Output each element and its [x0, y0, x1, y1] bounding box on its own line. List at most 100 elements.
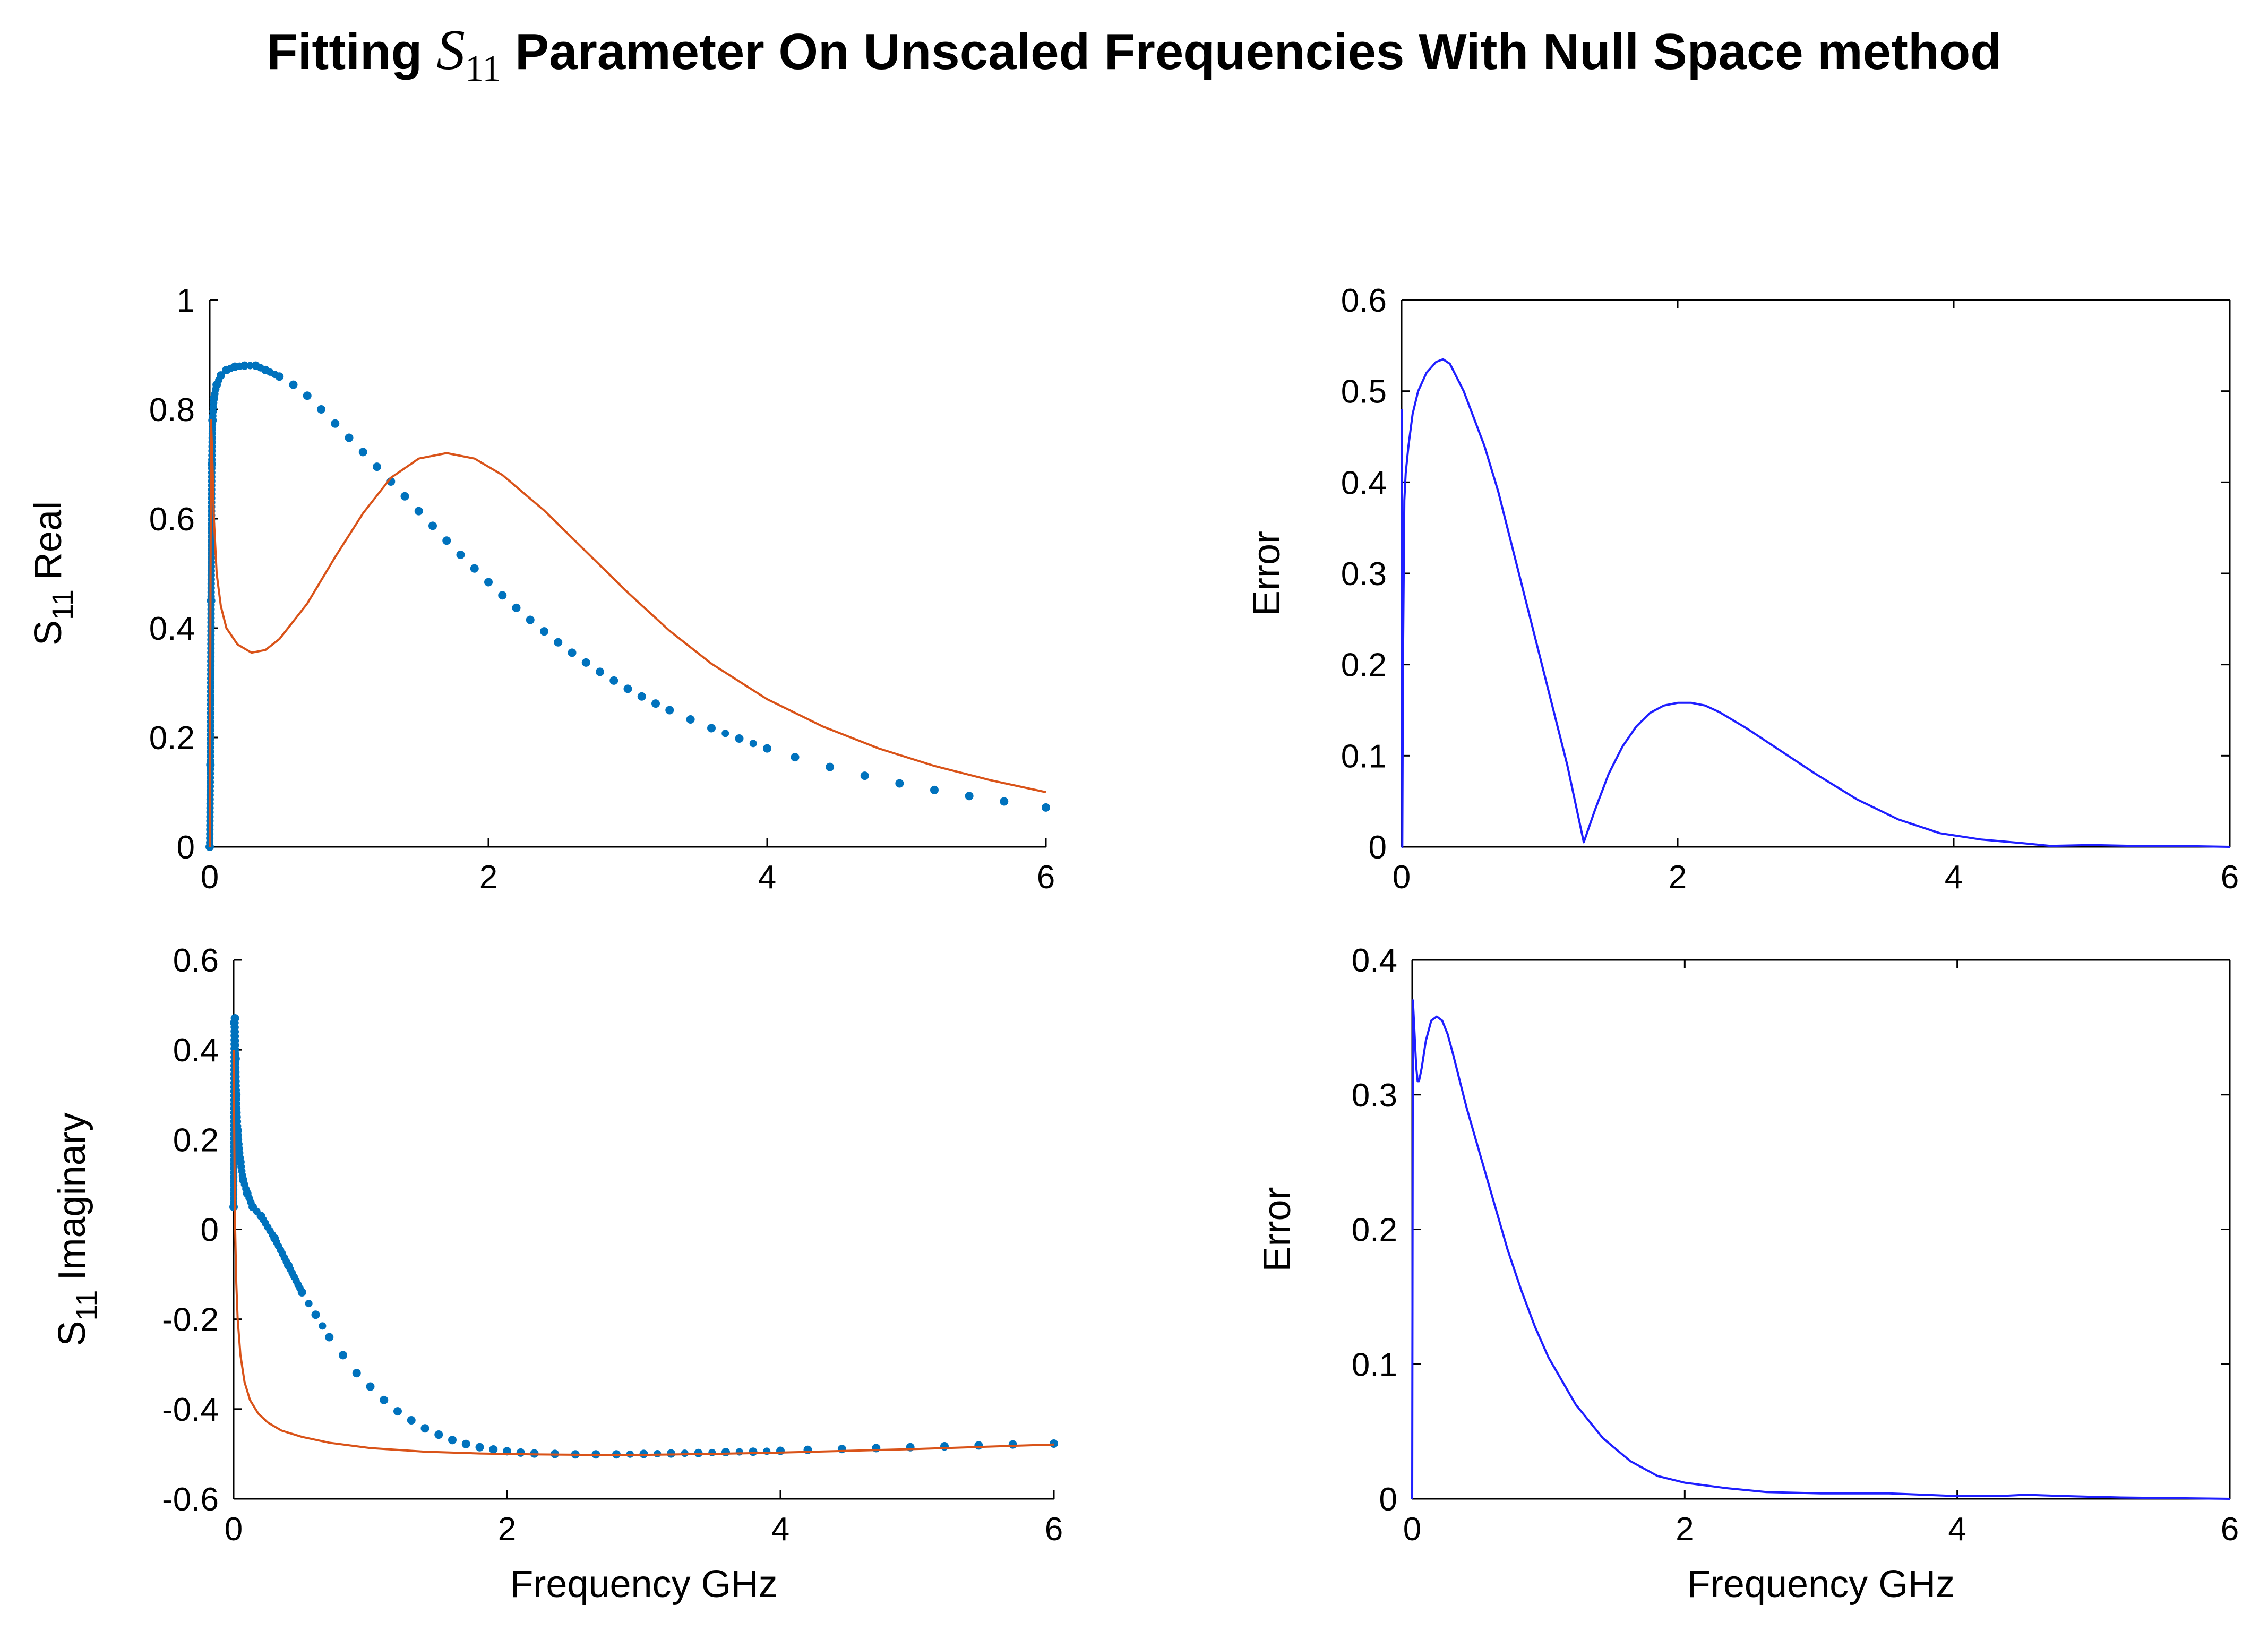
data-point: [380, 1395, 389, 1404]
data-point: [763, 744, 771, 753]
data-point: [475, 1443, 484, 1452]
data-point: [895, 779, 904, 788]
data-point: [540, 627, 548, 636]
data-point: [414, 507, 423, 516]
x-axis-label: Frequency GHz: [1687, 1563, 1955, 1606]
y-label-text: Imaginary: [51, 1112, 93, 1280]
y-tick-label: 0.6: [1341, 282, 1387, 319]
y-label-subscript: 11: [70, 1290, 103, 1320]
x-tick-label: 6: [2221, 859, 2239, 896]
data-point: [1008, 1440, 1017, 1449]
data-point: [373, 462, 381, 471]
data-point: [651, 699, 660, 708]
title-after: Parameter On Unscaled Frequencies With N…: [515, 23, 2001, 80]
chart-panel-real: 0 2 4 6 0 0.2 0.4 0.6 0.8 1 S11 Real: [27, 282, 1055, 896]
data-point: [609, 676, 618, 685]
series-fit-line: [209, 419, 1046, 847]
data-point: [1042, 803, 1050, 812]
x-tick-label: 0: [1403, 1511, 1421, 1548]
data-point: [1000, 797, 1009, 806]
data-point: [319, 1322, 327, 1330]
data-point: [400, 492, 409, 501]
data-point: [461, 1439, 470, 1448]
data-point: [974, 1441, 983, 1450]
y-tick-label: 0.3: [1341, 556, 1387, 593]
y-axis-label: Error: [1256, 1187, 1299, 1272]
x-tick-label: 4: [758, 859, 776, 896]
chart-panel-imag: 0 2 4 6 -0.6 -0.4 -0.2 0 0.2 0.4 0.6 S11 Imaginary Fr…: [51, 942, 1063, 1606]
data-point: [708, 1448, 716, 1456]
y-tick-label: 0.6: [149, 501, 195, 538]
data-point: [568, 648, 577, 657]
y-tick-label: 0.2: [173, 1122, 219, 1159]
data-point: [512, 603, 521, 612]
data-point: [721, 1448, 730, 1457]
y-tick-label: 0.6: [173, 942, 219, 979]
data-point: [686, 715, 695, 724]
data-point: [297, 1288, 306, 1297]
data-point: [930, 785, 939, 794]
x-tick-label: 6: [1045, 1511, 1063, 1548]
data-point: [484, 578, 493, 587]
data-point: [240, 361, 249, 370]
data-point: [442, 536, 451, 545]
series-fit-line: [233, 1050, 1054, 1456]
y-axis-label: S11 Real: [27, 501, 79, 646]
title-symbol: S: [436, 19, 465, 82]
data-point: [735, 1448, 743, 1456]
data-point: [434, 1430, 443, 1439]
y-tick-label: 1: [177, 282, 195, 319]
y-tick-label: -0.2: [162, 1302, 219, 1338]
data-point: [749, 1447, 758, 1456]
data-point: [860, 771, 869, 780]
data-point: [358, 448, 367, 457]
data-point: [325, 1333, 334, 1342]
y-tick-label: 0.1: [1352, 1346, 1397, 1383]
x-tick-label: 0: [1393, 859, 1411, 896]
y-tick-label: -0.6: [162, 1481, 219, 1518]
y-axis-label: S11 Imaginary: [51, 1112, 103, 1346]
data-point: [448, 1436, 457, 1445]
x-axis-label: Frequency GHz: [510, 1563, 777, 1606]
y-tick-label: 0: [201, 1212, 219, 1249]
data-point: [275, 372, 284, 381]
data-point: [420, 1424, 429, 1433]
data-point: [623, 684, 632, 693]
x-tick-label: 4: [1945, 859, 1963, 896]
data-point: [707, 724, 716, 733]
x-tick-label: 0: [225, 1511, 243, 1548]
data-point: [303, 391, 312, 400]
figure-title: Fitting S11 Parameter On Unscaled Freque…: [267, 19, 2001, 89]
y-tick-label: -0.4: [162, 1392, 219, 1428]
x-tick-label: 4: [771, 1511, 789, 1548]
y-tick-label: 0.3: [1352, 1077, 1397, 1114]
y-tick-label: 0.4: [1341, 465, 1387, 501]
x-tick-label: 6: [1037, 859, 1055, 896]
data-point: [516, 1448, 525, 1457]
data-point: [331, 419, 340, 428]
y-tick-label: 0.4: [173, 1032, 219, 1069]
y-tick-label: 0.4: [1352, 942, 1397, 979]
data-point: [581, 658, 590, 667]
data-point: [637, 692, 646, 701]
data-point: [498, 591, 507, 600]
data-point: [217, 371, 225, 380]
series-error-line: [1401, 358, 2230, 848]
data-point: [352, 1369, 361, 1378]
y-tick-label: 0.2: [1352, 1212, 1397, 1249]
data-point: [289, 380, 298, 389]
data-point: [428, 521, 437, 530]
data-point: [345, 433, 354, 442]
y-tick-label: 0.5: [1341, 374, 1387, 410]
data-point: [393, 1407, 402, 1416]
data-point: [407, 1415, 416, 1425]
y-tick-label: 0.8: [149, 392, 195, 428]
chart-panel-real-error: 0 2 4 6 0 0.1 0.2 0.3 0.4 0.5 0.6 Error: [1245, 282, 2239, 896]
data-point: [965, 792, 974, 801]
y-tick-label: 0.2: [149, 720, 195, 757]
y-tick-label: 0: [1369, 829, 1387, 866]
data-point: [940, 1442, 949, 1451]
x-tick-label: 2: [1669, 859, 1687, 896]
data-point: [311, 1310, 320, 1319]
